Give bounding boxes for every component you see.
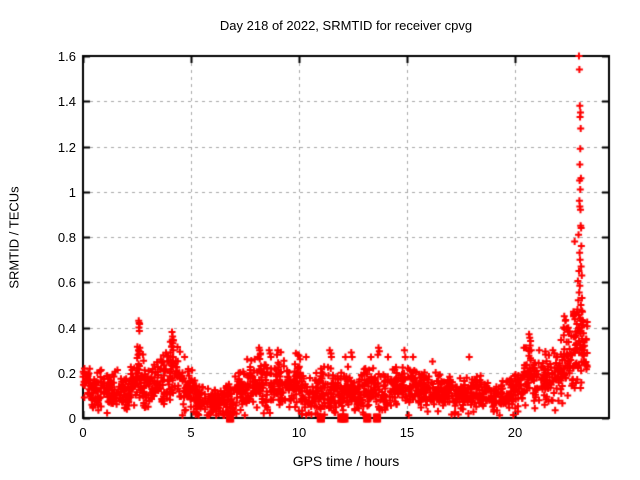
y-tick-label: 0.2 bbox=[57, 365, 76, 381]
y-tick-label: 0.8 bbox=[57, 230, 76, 245]
x-tick-label: 10 bbox=[291, 425, 307, 440]
x-tick-label: 0 bbox=[79, 425, 87, 440]
x-axis-label: GPS time / hours bbox=[292, 453, 400, 469]
y-tick-label: 1.6 bbox=[57, 49, 76, 64]
y-axis-label: SRMTID / TECUs bbox=[6, 186, 22, 289]
x-tick-label: 15 bbox=[399, 425, 415, 440]
x-tick-label: 20 bbox=[507, 425, 523, 440]
chart-title: Day 218 of 2022, SRMTID for receiver cpv… bbox=[219, 18, 473, 33]
y-tick-label: 0 bbox=[68, 411, 76, 426]
y-tick-label: 1.4 bbox=[57, 94, 76, 110]
x-tick-label: 5 bbox=[187, 425, 195, 440]
y-tick-label: 0.4 bbox=[57, 320, 76, 336]
y-tick-label: 1 bbox=[68, 184, 76, 200]
y-tick-label: 0.6 bbox=[57, 275, 76, 291]
y-tick-label: 1.2 bbox=[57, 139, 76, 155]
